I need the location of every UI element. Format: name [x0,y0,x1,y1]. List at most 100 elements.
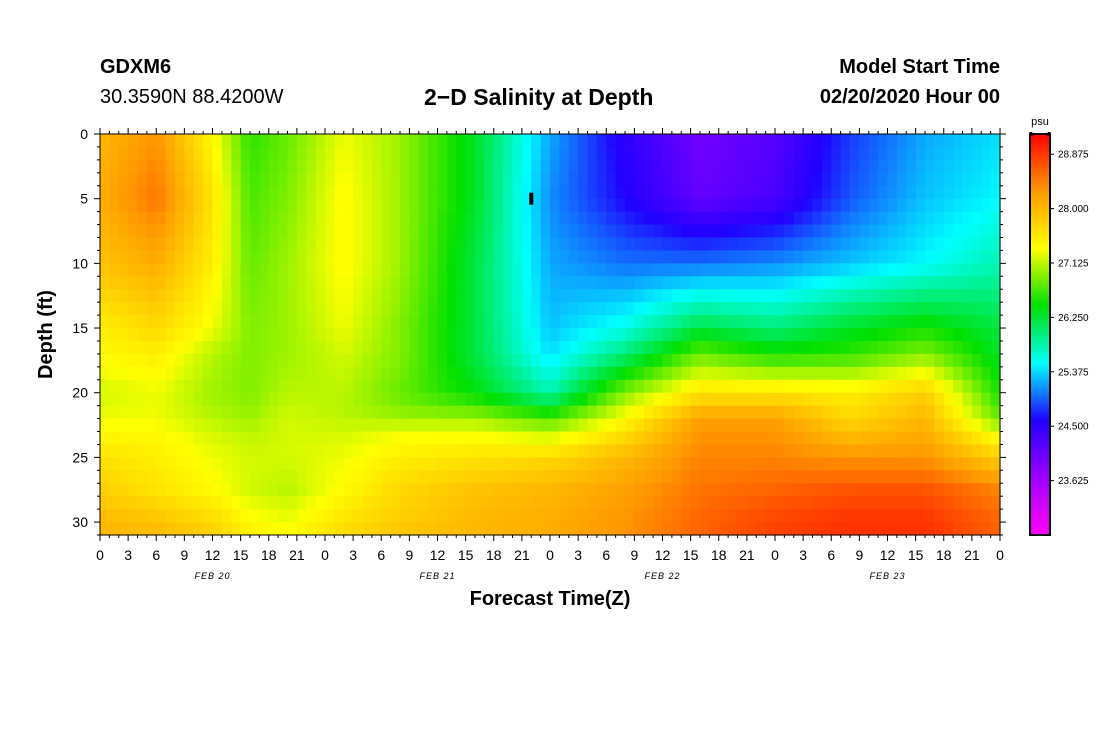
heatmap-cell [981,431,992,446]
heatmap-cell [371,522,382,536]
heatmap-cell [371,418,382,433]
heatmap-cell [371,134,382,148]
heatmap-cell [634,496,645,510]
heatmap-cell [812,172,823,187]
heatmap-cell [831,431,842,446]
heatmap-cell [278,146,289,161]
heatmap-cell [437,470,448,484]
heatmap-cell [859,353,870,368]
heatmap-cell [268,250,279,264]
heatmap-cell [250,289,260,303]
heatmap-cell [971,289,982,303]
heatmap-cell [193,224,204,239]
heatmap-cell [146,379,157,394]
heatmap-cell [446,134,457,148]
heatmap-cell [971,470,982,484]
heatmap-cell [268,418,279,433]
heatmap-cell [643,405,654,420]
heatmap-cell [962,353,973,368]
heatmap-cell [437,185,448,200]
heatmap-cell [146,263,157,277]
heatmap-cell [362,315,373,329]
heatmap-cell [643,392,654,407]
heatmap-cell [165,328,176,342]
heatmap-cell [418,418,429,433]
heatmap-cell [296,431,307,446]
heatmap-cell [615,237,626,252]
heatmap-cell [418,496,429,510]
heatmap-cell [971,457,982,471]
heatmap-cell [850,483,860,497]
heatmap-cell [146,470,157,484]
heatmap-cell [315,431,326,446]
heatmap-cell [221,457,232,471]
heatmap-cell [700,198,710,213]
heatmap-cell [390,276,401,290]
heatmap-cell [400,211,410,226]
heatmap-cell [896,315,907,329]
heatmap-cell [231,444,242,458]
heatmap-cell [175,146,185,161]
heatmap-cell [606,211,617,226]
time-marker [529,192,534,205]
heatmap-cell [906,315,917,329]
heatmap-cell [700,366,710,381]
heatmap-cell [240,457,251,471]
heatmap-cell [971,392,982,407]
heatmap-cell [859,276,870,290]
heatmap-cell [728,379,739,394]
heatmap-cell [521,263,532,277]
heatmap-cell [962,315,973,329]
heatmap-cell [118,250,129,264]
heatmap-cell [521,353,532,368]
heatmap-cell [221,159,232,174]
heatmap-cell [250,159,260,174]
heatmap-cell [700,172,710,187]
heatmap-cell [428,146,439,161]
heatmap-cell [240,405,251,420]
heatmap-cell [362,496,373,510]
heatmap-cell [840,470,851,484]
heatmap-cell [737,172,748,187]
heatmap-cell [390,250,401,264]
x-tick-label: 9 [855,547,863,563]
heatmap-cell [859,315,870,329]
heatmap-cell [925,289,935,303]
heatmap-cell [887,263,898,277]
heatmap-cell [531,444,542,458]
heatmap-cell [381,353,392,368]
heatmap-cell [765,457,776,471]
heatmap-cell [184,522,195,536]
heatmap-cell [175,483,185,497]
heatmap-cell [634,159,645,174]
heatmap-cell [100,509,110,523]
heatmap-cell [625,198,635,213]
heatmap-cell [540,198,551,213]
heatmap-cell [456,431,467,446]
heatmap-cell [165,263,176,277]
heatmap-cell [203,211,214,226]
heatmap-cell [118,263,129,277]
heatmap-cell [643,315,654,329]
day-label: FEB 21 [419,571,455,581]
heatmap-cell [578,315,589,329]
heatmap-cell [278,250,289,264]
heatmap-cell [831,289,842,303]
heatmap-cell [625,237,635,252]
heatmap-cell [718,302,729,316]
heatmap-cell [390,185,401,200]
heatmap-cell [943,211,954,226]
heatmap-cell [559,470,570,484]
heatmap-cell [859,185,870,200]
heatmap-cell [971,211,982,226]
heatmap-cell [165,172,176,187]
heatmap-cell [128,483,139,497]
heatmap-cell [793,483,804,497]
heatmap-cell [915,172,926,187]
heatmap-cell [803,457,814,471]
heatmap-cell [193,418,204,433]
heatmap-cell [737,496,748,510]
heatmap-cell [718,198,729,213]
heatmap-cells [100,134,1001,536]
heatmap-cell [540,392,551,407]
